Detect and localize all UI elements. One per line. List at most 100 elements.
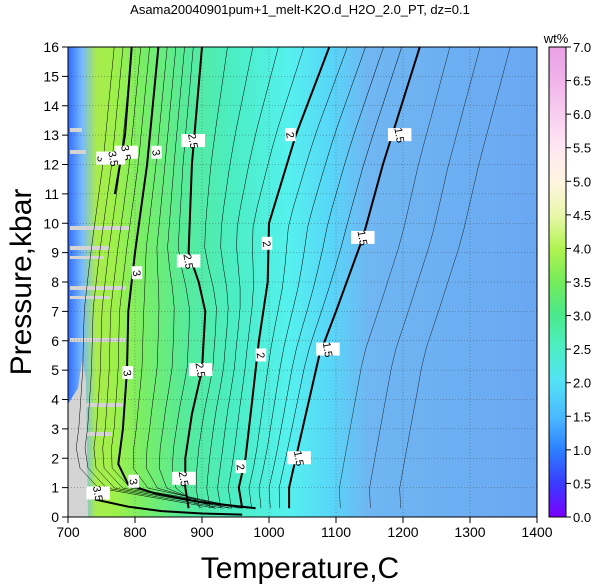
- contour-label-text-13: 3: [130, 269, 143, 277]
- major-contour-3-5-4: [113, 47, 133, 195]
- contour-label-2: 1.5: [316, 341, 340, 358]
- contour-label-3: 1.5: [287, 450, 311, 467]
- minor-contour-4: [195, 47, 228, 509]
- contour-label-0: 1.5: [387, 127, 412, 144]
- contour-label-bg-5: [261, 236, 273, 250]
- contour-label-bg-9: [176, 254, 201, 268]
- colorbar-tick-label-10: 5.0: [573, 174, 591, 189]
- axis-ticks: 700 800 900 1000 1100 1200 1300 140001234567891…: [43, 39, 552, 540]
- chart-title: Asama20040901pum+1_melt-K2O.d_H2O_2.0_PT…: [130, 2, 470, 17]
- contour-label-5: 2: [260, 236, 273, 250]
- colorbar-tick-label-5: 2.5: [573, 342, 591, 357]
- y-tick-label-4: 4: [51, 392, 59, 408]
- contour-label-text-11: 2.5: [176, 470, 190, 487]
- contour-label-19: 3.5: [86, 485, 110, 502]
- contour-label-6: 2: [254, 348, 267, 362]
- y-tick-label-9: 9: [51, 245, 59, 261]
- contour-label-bg-3: [287, 451, 311, 465]
- colorbar-tick-label-12: 6.0: [573, 107, 591, 122]
- contour-label-text-1: 1.5: [355, 230, 369, 247]
- y-tick-label-5: 5: [51, 362, 59, 378]
- contour-label-text-4: 2: [283, 131, 296, 139]
- colorbar-tick-label-1: 0.5: [573, 476, 591, 491]
- contour-label-10: 2.5: [188, 362, 213, 379]
- contour-label-bg-10: [188, 363, 213, 377]
- contour-label-9: 2.5: [176, 253, 201, 270]
- contour-label-8: 2.5: [181, 133, 206, 150]
- minor-contour-1: [145, 47, 229, 509]
- y-tick-label-14: 14: [43, 98, 59, 114]
- y-tick-label-11: 11: [44, 186, 59, 202]
- colorbar-tick-label-7: 3.5: [573, 275, 591, 290]
- contour-label-14: 3: [120, 366, 133, 380]
- minor-contour-0: [132, 47, 243, 509]
- y-tick-label-10: 10: [43, 215, 59, 231]
- contour-label-bg-2: [316, 342, 340, 356]
- contour-label-bg-14: [122, 366, 133, 380]
- contour-label-text-14: 3: [120, 369, 133, 377]
- contour-label-bg-7: [235, 460, 247, 474]
- contour-label-bg-6: [255, 348, 267, 362]
- x-tick-label-4: 1100: [321, 524, 351, 540]
- minor-contour-9: [258, 47, 366, 509]
- minor-contour-18: [84, 47, 224, 509]
- minor-contour-10: [268, 47, 384, 509]
- contour-labels: 1.51.51.51.522222.52.52.52.533333.533.53…: [86, 127, 412, 502]
- y-tick-label-15: 15: [43, 68, 59, 84]
- y-tick-label-1: 1: [51, 480, 59, 496]
- colorbar-tick-label-8: 4.0: [573, 241, 591, 256]
- x-tick-label-1: 800: [123, 524, 147, 540]
- colorbar-tick-label-3: 1.5: [573, 409, 591, 424]
- contour-label-text-12: 3: [149, 149, 162, 157]
- minor-contour-19: [75, 47, 216, 509]
- contour-label-bg-13: [131, 266, 143, 280]
- colorbar-tick-label-4: 2.0: [573, 376, 591, 391]
- colorbar: [548, 46, 567, 518]
- missing-data-region: [68, 128, 130, 517]
- y-tick-label-7: 7: [51, 303, 59, 319]
- colorbar-tick-label-11: 5.5: [573, 141, 591, 156]
- y-tick-label-12: 12: [43, 157, 59, 173]
- minor-contour-6: [217, 47, 279, 509]
- major-contour-3-3: [117, 47, 256, 510]
- contour-label-4: 2: [283, 128, 296, 142]
- contour-label-bg-19: [86, 486, 110, 500]
- x-tick-label-7: 1400: [521, 524, 552, 540]
- x-tick-label-5: 1200: [387, 524, 418, 540]
- minor-contour-2: [158, 47, 216, 509]
- y-axis-title: Pressure,kbar: [5, 189, 38, 376]
- minor-contour-11: [278, 47, 402, 509]
- contour-label-15: 3: [126, 474, 139, 488]
- x-tick-label-6: 1300: [454, 524, 485, 540]
- minor-contour-12: [339, 47, 451, 509]
- contour-label-17: 3: [94, 151, 107, 165]
- x-tick-label-0: 700: [56, 524, 80, 540]
- contour-label-13: 3: [130, 266, 143, 280]
- contour-label-text-6: 2: [254, 352, 267, 360]
- contour-label-bg-4: [285, 128, 296, 142]
- minor-contour-7: [227, 47, 305, 509]
- contour-label-bg-17: [96, 151, 107, 165]
- minor-contour-15: [111, 47, 248, 509]
- minor-contour-14: [399, 47, 511, 509]
- minor-contour-5: [206, 47, 254, 509]
- colorbar-tick-label-0: 0.0: [573, 510, 591, 525]
- major-contour-2-1: [237, 47, 331, 509]
- contour-label-text-15: 3: [126, 478, 139, 486]
- colorbar-unit: wt%: [543, 31, 569, 46]
- major-contour-3-5-5: [94, 498, 243, 516]
- contour-label-7: 2: [233, 460, 247, 474]
- colorbar-ticks: 0.0 0.5 1.0 1.5 2.0 2.5 3.0 3.5 4.0 4.5 5.0 5.5 6.0 6…: [566, 40, 591, 525]
- colorbar-tick-label-13: 6.5: [573, 74, 591, 89]
- y-tick-label-0: 0: [51, 509, 59, 525]
- minor-contour-13: [369, 47, 481, 509]
- y-tick-label-6: 6: [51, 333, 59, 349]
- contour-label-text-7: 2: [233, 463, 246, 471]
- y-tick-label-13: 13: [43, 127, 59, 143]
- y-tick-label-2: 2: [51, 450, 59, 466]
- contour-label-text-17: 3: [94, 155, 107, 163]
- contour-label-18: 3.5: [101, 150, 126, 167]
- contour-label-text-9: 2.5: [180, 253, 194, 270]
- contour-label-1: 1.5: [351, 230, 375, 247]
